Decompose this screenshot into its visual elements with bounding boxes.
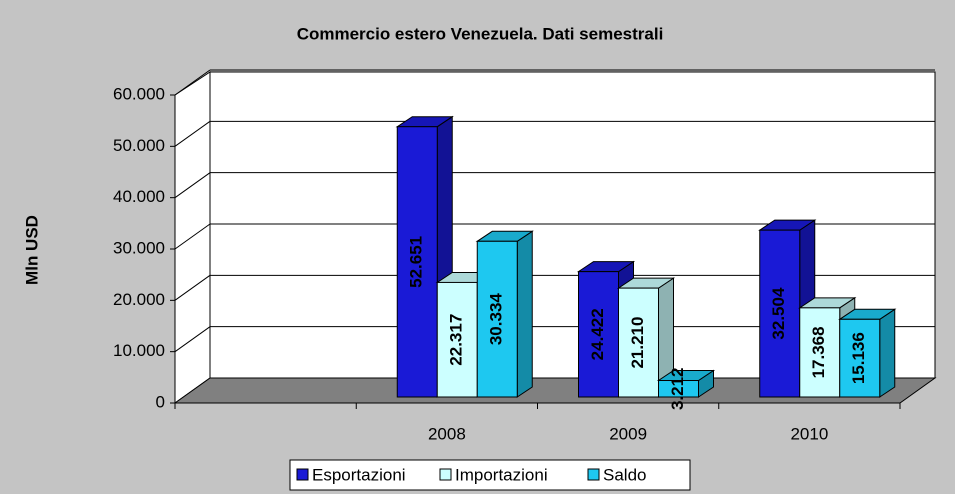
grid-line (174, 120, 211, 147)
data-label: 21.210 (628, 317, 647, 369)
bar (396, 126, 438, 398)
y-tick-label: 30.000 (113, 238, 165, 257)
bar (578, 271, 619, 398)
legend-label: Esportazioni (312, 465, 406, 484)
data-label: 17.368 (809, 326, 828, 378)
x-tick-label: 2008 (428, 424, 466, 443)
y-tick-label: 40.000 (113, 187, 165, 206)
bar-side-shade (658, 278, 674, 397)
y-tick-label: 20.000 (113, 290, 165, 309)
bar (759, 229, 801, 398)
bar-side-shade (517, 231, 533, 397)
legend-label: Saldo (603, 465, 646, 484)
bar (618, 287, 659, 398)
data-label: 24.422 (588, 308, 607, 360)
grid-line (174, 223, 211, 250)
grid-line (174, 326, 211, 353)
grid-line (174, 274, 211, 301)
data-label: 30.334 (487, 293, 506, 346)
bar-side-shade (698, 370, 714, 397)
grid-line (174, 69, 211, 96)
bar (658, 380, 699, 398)
bar (476, 240, 518, 398)
data-label: 32.504 (769, 287, 788, 340)
bar-top-shade (839, 309, 895, 320)
x-tick-label: 2010 (790, 424, 828, 443)
y-tick-label: 0 (156, 392, 165, 411)
data-label: 15.136 (849, 332, 868, 384)
bar (839, 318, 881, 398)
bar-top-shade (477, 231, 533, 242)
bar (799, 307, 841, 398)
bar-top-shade (578, 261, 634, 272)
y-tick-label: 60.000 (113, 84, 165, 103)
data-label: 52.651 (407, 236, 426, 288)
x-tick-label: 2009 (609, 424, 647, 443)
legend-swatch (439, 468, 452, 481)
grid-line (174, 172, 211, 199)
y-axis-label: Mln USD (22, 215, 41, 285)
bar-side-shade (879, 309, 895, 397)
data-label: 22.317 (447, 314, 466, 366)
chart-title: Commercio estero Venezuela. Dati semestr… (297, 24, 664, 43)
bar (436, 281, 478, 398)
bar-top-shade (759, 220, 815, 231)
legend-label: Importazioni (455, 465, 548, 484)
y-tick-label: 50.000 (113, 136, 165, 155)
legend (289, 459, 691, 491)
bar-top-shade (658, 370, 714, 381)
bar-top-shade (397, 116, 453, 127)
legend-swatch (587, 468, 600, 481)
left-wall (174, 71, 211, 404)
y-tick-label: 10.000 (113, 341, 165, 360)
bar-top-shade (618, 278, 674, 289)
data-label: 3.212 (668, 367, 687, 410)
bar-top-shade (799, 297, 855, 308)
legend-swatch (296, 468, 309, 481)
floor (173, 377, 937, 404)
